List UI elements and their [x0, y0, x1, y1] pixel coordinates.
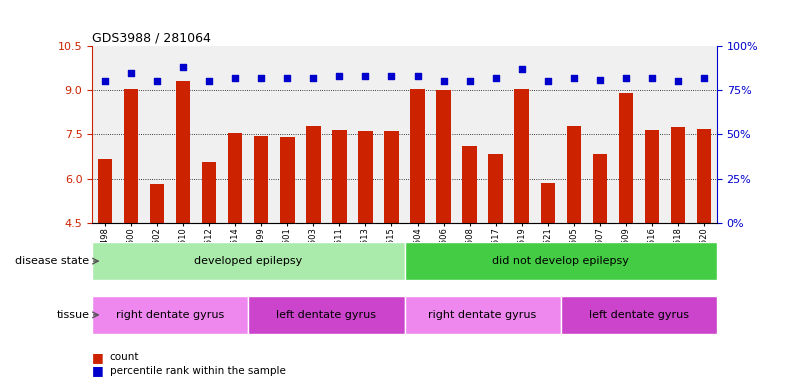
Text: did not develop epilepsy: did not develop epilepsy [493, 256, 629, 266]
Point [177, 64, 190, 70]
Point [307, 75, 320, 81]
Point [698, 75, 710, 81]
Point [619, 75, 632, 81]
Bar [332, 130, 347, 223]
Bar [405, 296, 561, 334]
Text: ■: ■ [92, 364, 104, 377]
Text: right dentate gyrus: right dentate gyrus [429, 310, 537, 320]
Point [541, 78, 554, 84]
Bar [358, 131, 372, 223]
Bar [645, 130, 659, 223]
Bar [254, 136, 268, 223]
Point [281, 75, 294, 81]
Point [385, 73, 398, 79]
Point [229, 75, 242, 81]
Bar [514, 89, 529, 223]
Point [671, 78, 684, 84]
Bar [410, 89, 425, 223]
Text: left dentate gyrus: left dentate gyrus [589, 310, 689, 320]
Point [437, 78, 450, 84]
Bar [437, 90, 451, 223]
Point [125, 70, 138, 76]
Text: tissue: tissue [57, 310, 90, 320]
Bar [561, 296, 717, 334]
Bar [202, 162, 216, 223]
Point [99, 78, 111, 84]
Point [255, 75, 268, 81]
Bar [405, 242, 717, 280]
Bar [593, 154, 607, 223]
Bar [176, 81, 191, 223]
Text: ■: ■ [92, 351, 104, 364]
Bar [150, 184, 164, 223]
Text: left dentate gyrus: left dentate gyrus [276, 310, 376, 320]
Point [489, 75, 502, 81]
Bar [618, 93, 633, 223]
Bar [92, 242, 405, 280]
Point [203, 78, 215, 84]
Point [333, 73, 346, 79]
Bar [697, 129, 711, 223]
Text: GDS3988 / 281064: GDS3988 / 281064 [92, 32, 211, 45]
Bar [280, 137, 295, 223]
Text: percentile rank within the sample: percentile rank within the sample [110, 366, 286, 376]
Bar [566, 126, 581, 223]
Text: count: count [110, 352, 139, 362]
Bar [92, 296, 248, 334]
Point [567, 75, 580, 81]
Point [359, 73, 372, 79]
Bar [124, 89, 139, 223]
Point [594, 76, 606, 83]
Bar [98, 159, 112, 223]
Point [411, 73, 424, 79]
Bar [306, 126, 320, 223]
Bar [462, 146, 477, 223]
Bar [384, 131, 399, 223]
Text: developed epilepsy: developed epilepsy [194, 256, 303, 266]
Bar [670, 127, 685, 223]
Text: disease state: disease state [15, 256, 90, 266]
Bar [541, 183, 555, 223]
Bar [228, 133, 243, 223]
Point [151, 78, 163, 84]
Bar [489, 154, 503, 223]
Bar [248, 296, 405, 334]
Point [646, 75, 658, 81]
Point [515, 66, 528, 72]
Text: right dentate gyrus: right dentate gyrus [116, 310, 224, 320]
Point [463, 78, 476, 84]
